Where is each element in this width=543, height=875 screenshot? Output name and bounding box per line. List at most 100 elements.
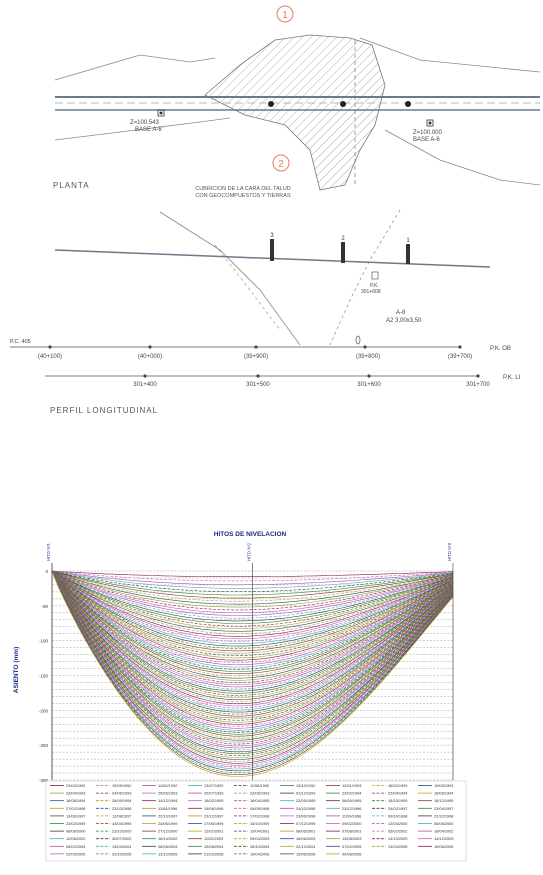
station-top-2: (40+000) <box>138 354 162 360</box>
legend-entry: 19/06/1997 <box>66 813 85 818</box>
series-line <box>51 570 454 656</box>
legend-entry: 23/04/1993 <box>66 791 85 796</box>
legend-entry: 25/06/1993 <box>158 791 177 796</box>
legend-entry: 07/08/2001 <box>342 829 361 834</box>
legend-entry: 09/02/2000 <box>342 821 362 826</box>
legend-entry: 24/05/1993 <box>112 791 131 796</box>
legend-entry: 20/10/2005 <box>112 851 131 856</box>
section-2-marker: 2 <box>272 154 290 172</box>
station-top-5: (39+700) <box>448 354 472 360</box>
legend-entry: 07/02/2005 <box>342 844 361 849</box>
pk-value: 301+608 <box>361 289 381 295</box>
section-1-label: 1 <box>282 10 288 21</box>
legend-entry: 24/10/1996 <box>296 806 315 811</box>
pk-ob-label: P.K. OB <box>490 346 511 352</box>
legend-entry: 15/06/2006 <box>296 851 315 856</box>
legend-entry: 08/06/2001 <box>296 829 315 834</box>
section-1-marker: 1 <box>276 5 294 23</box>
legend-entry: 05/02/2002 <box>388 829 407 834</box>
perfil-title: PERFIL LONGITUDINAL <box>50 406 158 415</box>
legend-entry: 23/12/1997 <box>204 813 223 818</box>
legend-entry: 08/06/2004 <box>158 844 178 849</box>
station-markers-bottom <box>143 374 480 378</box>
legend-entry: 23/04/1992 <box>66 783 85 788</box>
terrain-line-right <box>359 37 541 73</box>
engineering-drawing: 1 Z=100.543 BASE A-6' Z=100.000 BASE A-6… <box>10 5 541 415</box>
legend-entry: 19/08/2004 <box>204 844 224 849</box>
legend-entry: 23/10/2000 <box>112 829 132 834</box>
legend-entry: 12/02/2001 <box>204 829 223 834</box>
profile-dashed-line <box>214 244 281 331</box>
profile-hito-1: 1 <box>406 238 410 264</box>
base-right-name: BASE A-6 <box>413 137 440 143</box>
legend-entry: 12/04/2000 <box>388 821 408 826</box>
a8-label: A-8 <box>396 310 406 316</box>
legend-entry: 15/10/1999 <box>250 821 269 826</box>
series-line <box>51 570 454 592</box>
legend-entry: 30/07/2002 <box>112 836 131 841</box>
legend-entry: 22/12/1998 <box>434 813 453 818</box>
legend-entry: 16/10/1995 <box>388 798 407 803</box>
chart-hito-labels: HITO Nº1 HITO Nº2 HITO Nº3 <box>46 542 452 561</box>
series-line <box>51 570 454 627</box>
profile-hito-3: 3 <box>270 233 274 261</box>
station-top-1: (40+100) <box>38 354 62 360</box>
legend-entry: 17/02/1998 <box>250 813 269 818</box>
legend-entry: 22/05/1995 <box>296 798 315 803</box>
legend-entry: 11/09/1998 <box>342 813 361 818</box>
base-left-name: BASE A-6' <box>135 127 163 133</box>
legend-entry: 24/06/1999 <box>158 821 177 826</box>
legend-entry: 14/12/1994 <box>158 798 178 803</box>
legend-entry: 28/10/2004 <box>250 844 270 849</box>
profile-hito-2-label: 2 <box>341 236 345 242</box>
legend-entry: 23/02/1994 <box>342 791 362 796</box>
legend-entry: 06/09/1995 <box>342 798 361 803</box>
legend-entry: 09/04/2003 <box>250 836 269 841</box>
legend-entry: 13/07/1992 <box>204 783 223 788</box>
legend-entry: 23/06/1998 <box>296 813 315 818</box>
profile-hito-1-label: 1 <box>406 238 410 244</box>
cubricion-note-line2: CON GEOCOMPUESTOS Y TIERRAS <box>195 193 291 199</box>
legend-entry: 14/10/2003 <box>388 836 407 841</box>
legend-entry: 16/10/2002 <box>158 836 177 841</box>
legend-entry: 13/04/2004 <box>112 844 132 849</box>
terrain-line-left <box>54 54 216 81</box>
legend-entry: 12/06/2002 <box>66 836 85 841</box>
pk-li-label: P.K. LI <box>503 375 521 381</box>
culvert-symbol <box>355 335 361 345</box>
hito-label: HITO Nº3 <box>447 542 452 561</box>
profile-terrain-right <box>329 209 401 346</box>
hito-marker-3 <box>268 101 274 107</box>
legend-entry: 19/06/1996 <box>204 806 223 811</box>
y-tick-label: -150 <box>39 674 49 679</box>
station-top-3: (39+900) <box>244 354 268 360</box>
legend-entry: 09/10/1998 <box>388 813 407 818</box>
legend-entry: 19/03/1993 <box>434 783 453 788</box>
legend-entry: 13/04/2005 <box>388 844 407 849</box>
base-left-z: Z=100.543 <box>130 120 160 126</box>
y-tick-label: -250 <box>39 743 49 748</box>
legend-entry: 11/09/1992 <box>158 783 177 788</box>
legend-entry: 22/10/1997 <box>158 813 177 818</box>
hito-marker-1 <box>405 101 411 107</box>
legend-entry: 20/07/1993 <box>204 791 223 796</box>
legend-entry: 19/05/1992 <box>112 783 131 788</box>
legend-entry: 19/04/2001 <box>250 829 269 834</box>
legend-entry: 17/06/1999 <box>204 821 223 826</box>
legend-entry: 12/01/1993 <box>342 783 361 788</box>
legend-entry: 16/06/1994 <box>434 791 454 796</box>
legend-entry: 13/12/2005 <box>158 851 177 856</box>
legend-entry: 16/02/1993 <box>388 783 407 788</box>
cubricion-note-line1: CUBRICION DE LA CARA DEL TALUD <box>195 186 291 192</box>
legend-entry: 27/02/1996 <box>66 806 85 811</box>
legend-entry: 22/03/1996 <box>112 806 131 811</box>
chart-axes: 0 -50 -100 -150 -200 -250 -300 <box>39 563 454 783</box>
y-tick-label: 0 <box>45 569 48 574</box>
legend-entry: 27/12/2000 <box>158 829 178 834</box>
legend-entry: 19/04/2006 <box>250 851 269 856</box>
legend-entry: 22/12/2004 <box>296 844 316 849</box>
legend-entry: 24/02/1997 <box>388 806 407 811</box>
legend-entry: 26/09/1996 <box>250 806 269 811</box>
station-bottom-2: 301+500 <box>246 382 270 388</box>
pk-label: P.K. <box>370 283 379 289</box>
